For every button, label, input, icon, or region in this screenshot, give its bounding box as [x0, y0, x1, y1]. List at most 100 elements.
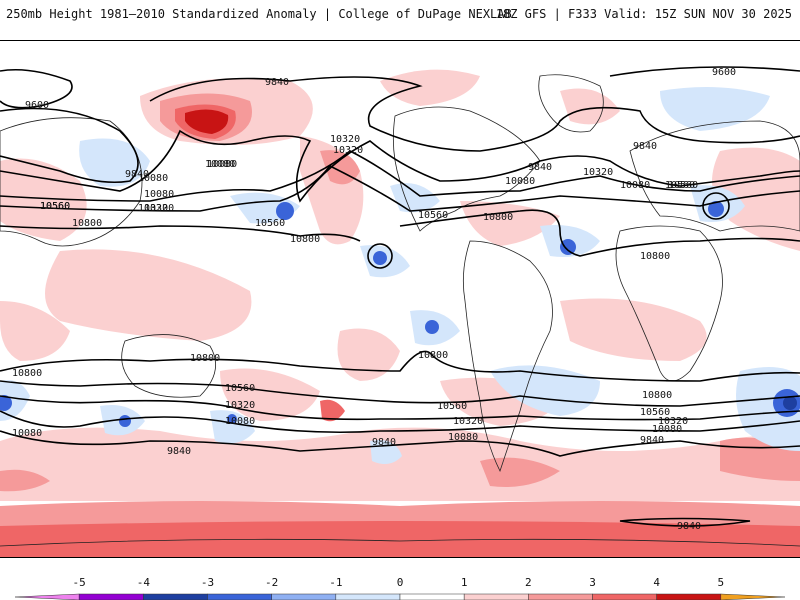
contour-label: 10080: [620, 180, 650, 191]
legend-tick-label: -4: [136, 576, 150, 589]
height-contours: [0, 66, 800, 527]
greenland-outline: [538, 74, 604, 133]
contour-label: 10800: [190, 353, 220, 364]
contour-label: 10080: [505, 176, 535, 187]
contour-label: 10320: [333, 145, 363, 156]
contour-label: 10800: [418, 350, 448, 361]
legend-tick-label: -1: [329, 576, 343, 589]
contour-10800-s: [0, 350, 800, 382]
contour-10560-n: [0, 164, 800, 212]
contour-9840-n: [149, 76, 800, 152]
contour-label: 10320: [583, 167, 613, 178]
contour-label: 10560: [40, 201, 70, 212]
contour-label: 10560: [418, 210, 448, 221]
contour-label: 10080: [448, 432, 478, 443]
contour-10320-s: [0, 395, 800, 421]
legend-swatch: [207, 593, 272, 600]
contour-closed-low-2: [702, 192, 730, 220]
legend-swatch: [720, 593, 786, 600]
model-run-info: 18Z GFS | F333 Valid: 15Z SUN NOV 30 202…: [495, 7, 792, 21]
contour-label: 10800: [640, 251, 670, 262]
contour-label: 9840: [372, 437, 396, 448]
continent-outlines: [0, 74, 800, 547]
legend-swatch: [463, 593, 529, 600]
negative-anomaly-extreme: [783, 396, 797, 410]
contour-label: 10800: [483, 212, 513, 223]
contour-10320-n: [0, 150, 800, 202]
asia-east-outline: [0, 117, 143, 247]
contour-9840-s: [0, 430, 800, 457]
legend-tick-label: -2: [265, 576, 279, 589]
legend-swatch: [335, 593, 401, 600]
africa-outline: [615, 225, 723, 382]
contour-label: 10320: [144, 203, 174, 214]
contour-9840-antarctic: [619, 517, 751, 527]
contour-label: 10320: [453, 416, 483, 427]
legend-swatch: [143, 593, 208, 600]
anomaly-map: 9840 9600 9600 9840 10080 10320 10560 10…: [0, 40, 800, 558]
contour-label: 10560: [255, 218, 285, 229]
legend-swatch: [592, 593, 657, 600]
contour-label: 10800: [72, 218, 102, 229]
contour-9600-w: [0, 68, 73, 109]
contour-label: 10560: [225, 383, 255, 394]
contour-label: 10320: [225, 400, 255, 411]
contour-label: 9600: [712, 67, 736, 78]
contour-label: 10320: [330, 134, 360, 145]
australia-outline: [121, 334, 217, 398]
legend-swatch: [78, 593, 144, 600]
contour-label: 10560: [640, 407, 670, 418]
contour-label: 9840: [265, 77, 289, 88]
contour-label: 10560: [665, 180, 695, 191]
contour-label: 9840: [640, 435, 664, 446]
contour-10560-s: [0, 380, 800, 407]
contour-label: 10080: [207, 159, 237, 170]
contour-labels: 9840 9600 9600 9840 10080 10320 10560 10…: [12, 67, 736, 532]
legend-swatch: [399, 593, 465, 600]
header: 250mb Height 1981–2010 Standardized Anom…: [0, 0, 800, 30]
legend-tick-label: 3: [589, 576, 596, 589]
contour-label: 10080: [652, 424, 682, 435]
contour-label: 9840: [677, 521, 701, 532]
legend-tick-label: -5: [72, 576, 86, 589]
legend-swatch: [528, 593, 593, 600]
positive-anomaly-extreme: [185, 109, 229, 134]
contour-10080-n: [0, 129, 800, 203]
contour-label: 9840: [633, 141, 657, 152]
legend-tick-label: 0: [396, 576, 404, 589]
antarctica-outline: [0, 538, 800, 547]
legend-tick-label: 1: [460, 576, 468, 589]
contour-10800-n: [0, 209, 800, 257]
contour-label: 10080: [12, 428, 42, 439]
legend-swatch: [14, 593, 80, 600]
legend-swatch: [271, 593, 337, 600]
contour-label: 10800: [642, 390, 672, 401]
contour-label: 9840: [167, 446, 191, 457]
map-title: 250mb Height 1981–2010 Standardized Anom…: [6, 7, 512, 21]
contour-label: 10800: [12, 368, 42, 379]
legend-colorbar: [14, 593, 786, 600]
contour-label: 10320: [658, 416, 688, 427]
anomaly-legend: -5 -4 -3 -2 -1 0 1 2 3 4 5: [0, 568, 800, 600]
contour-9840-nw: [0, 107, 139, 184]
legend-swatch: [656, 593, 722, 600]
contour-closed-low-1: [367, 243, 393, 269]
contour-label: 10320: [138, 203, 168, 214]
contour-label: 10560: [668, 180, 698, 191]
contour-label: 10080: [138, 173, 168, 184]
legend-tick-label: 5: [717, 576, 725, 589]
eurasia-west-outline: [629, 120, 800, 232]
contour-label: 9600: [25, 100, 49, 111]
legend-tick-label: 2: [525, 576, 532, 589]
legend-tick-label: 4: [653, 576, 660, 589]
contour-label: 10560: [40, 201, 70, 212]
contour-label: 10560: [437, 401, 467, 412]
legend-tick-label: -3: [200, 576, 215, 589]
contour-label: 10080: [144, 189, 174, 200]
contour-10080-s: [0, 410, 800, 434]
contour-label: 9840: [528, 162, 552, 173]
map-canvas: 9840 9600 9600 9840 10080 10320 10560 10…: [0, 41, 800, 557]
contour-label: 9840: [125, 169, 149, 180]
contour-label: 10080: [225, 416, 255, 427]
contour-9600-e: [609, 66, 800, 77]
